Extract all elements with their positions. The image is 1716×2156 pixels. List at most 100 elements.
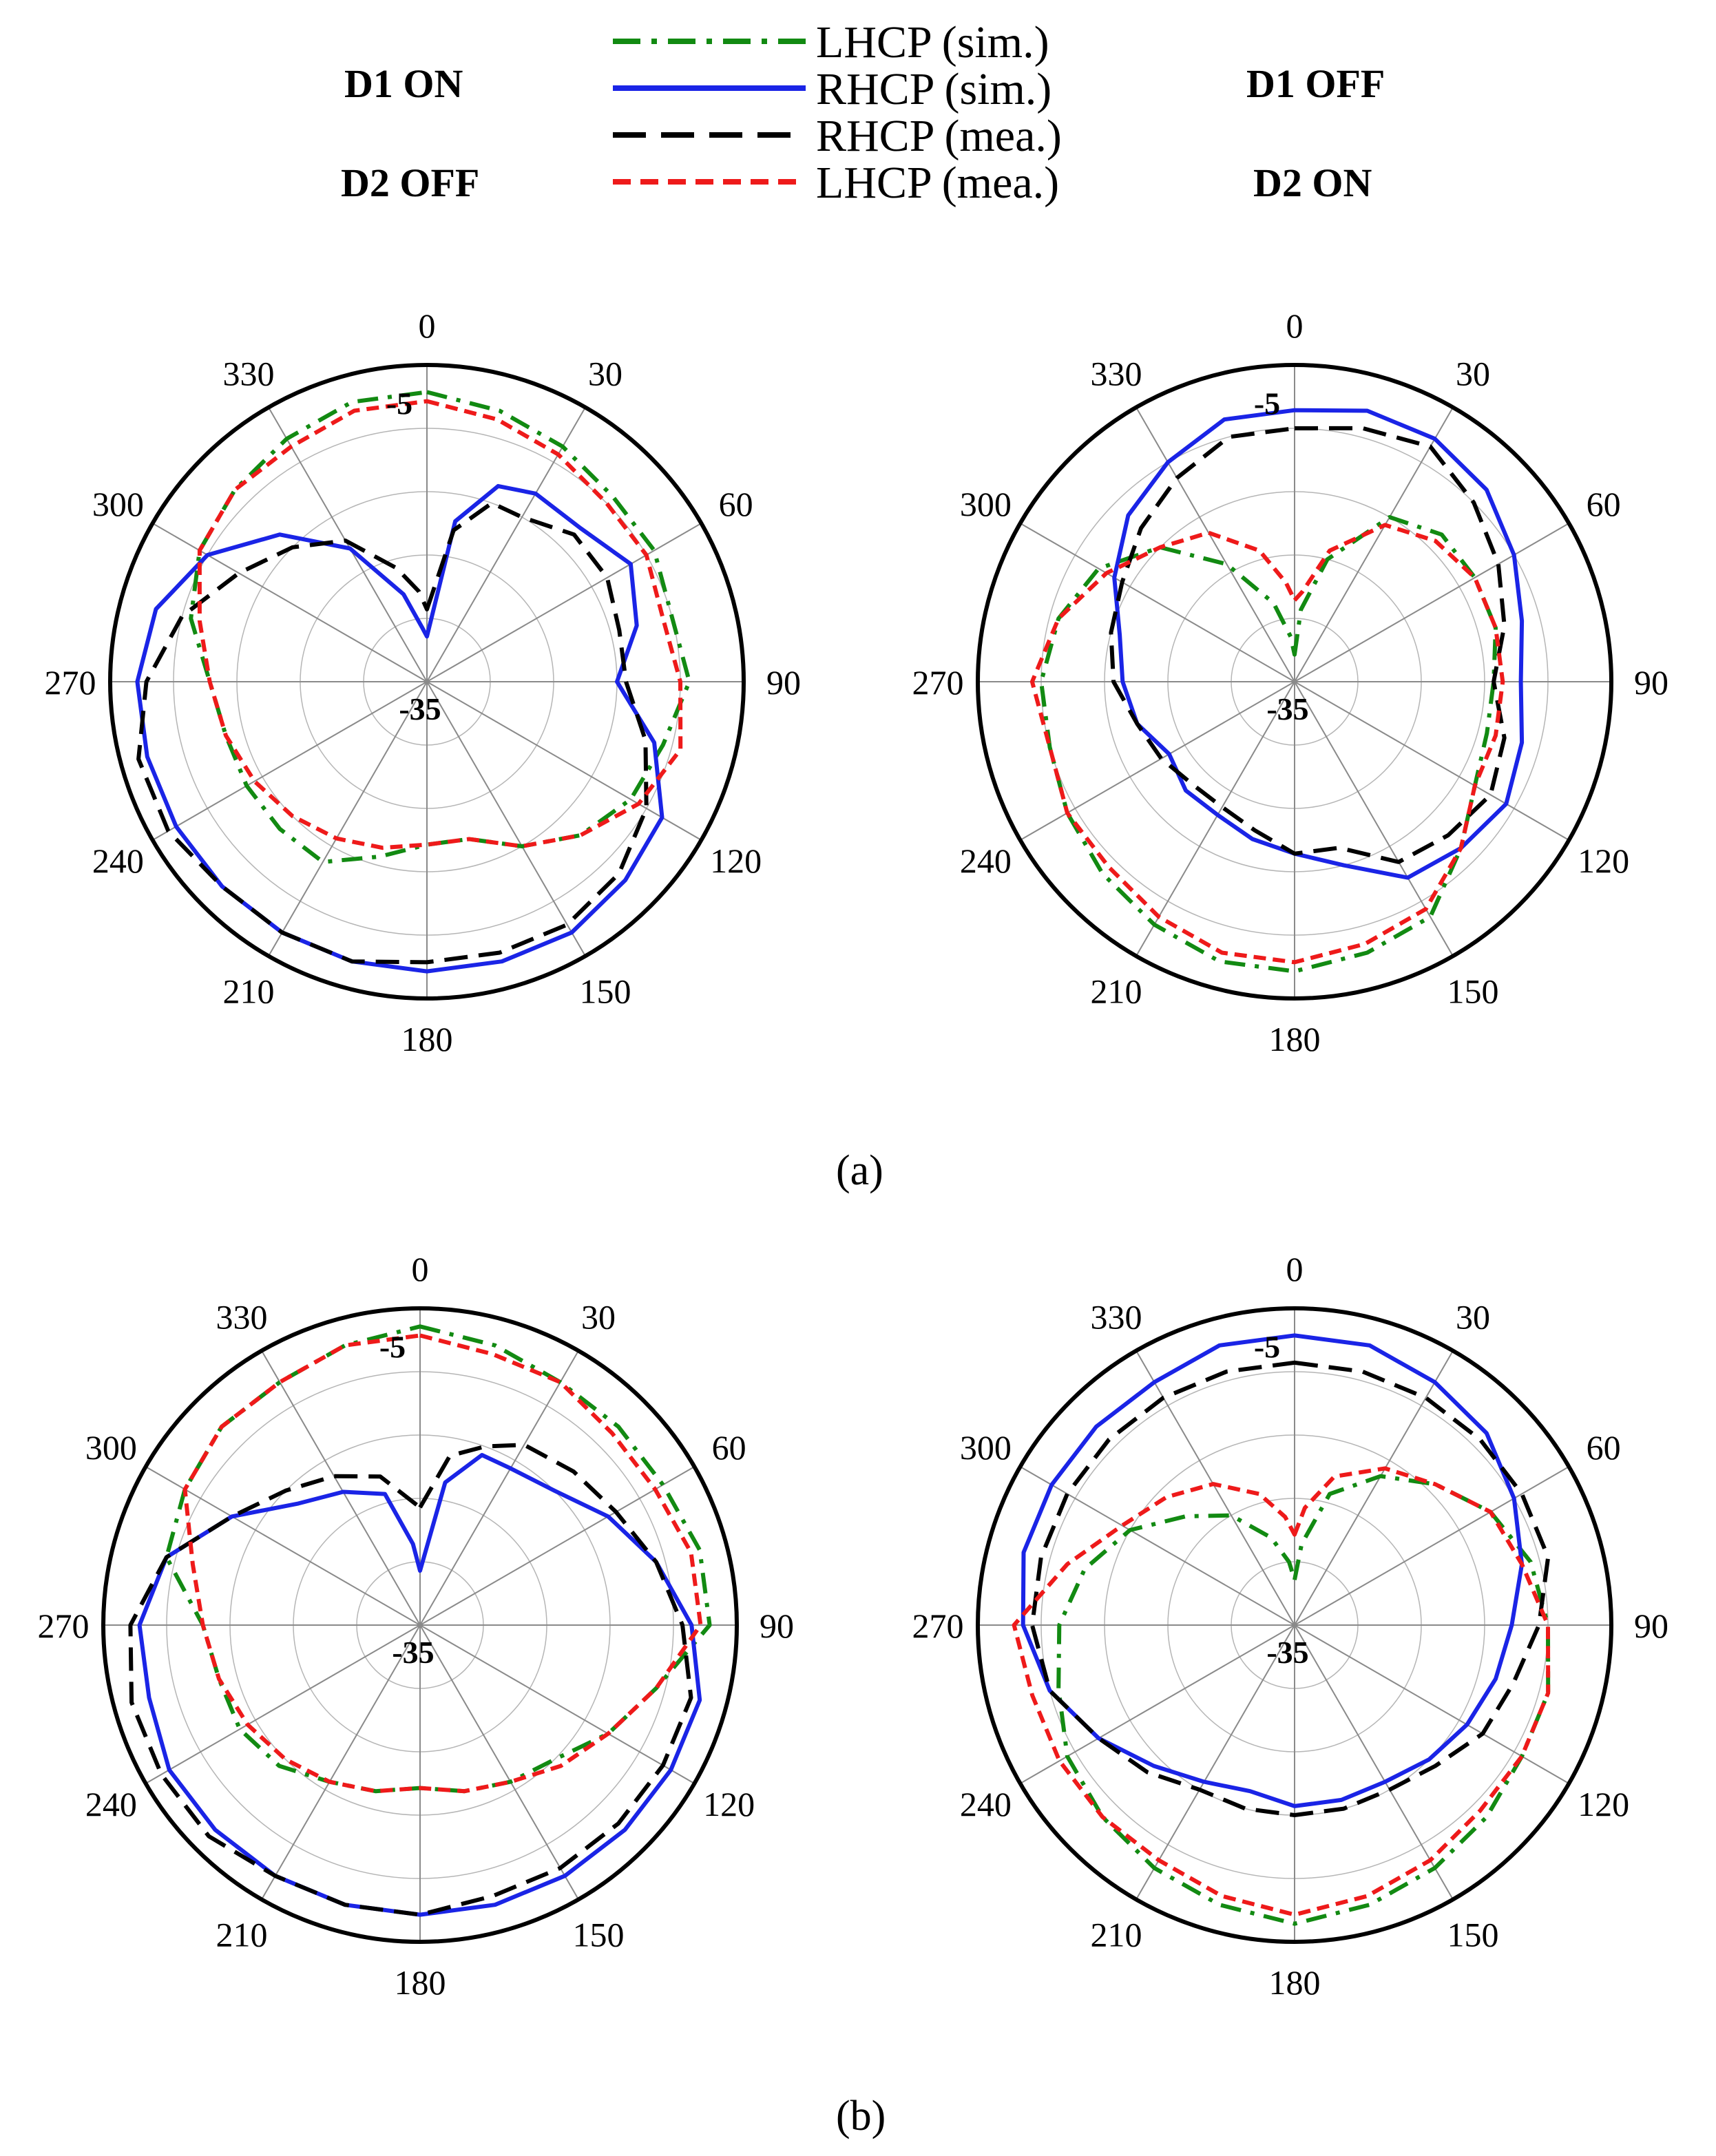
grid-spoke xyxy=(152,681,428,841)
grid-spoke xyxy=(1294,1350,1454,1626)
angle-tick-label: 150 xyxy=(1447,972,1499,1011)
right-state-line2: D2 ON xyxy=(1253,160,1372,205)
legend-label-lhcp-mea: LHCP (mea.) xyxy=(816,158,1060,208)
grid-spoke xyxy=(1020,1466,1295,1626)
series-rhcp-sim xyxy=(1021,1333,1525,1808)
angle-tick-label: 300 xyxy=(85,1428,137,1467)
series-lhcp-sim xyxy=(164,1324,712,1794)
right-state-line1: D1 OFF xyxy=(1246,61,1385,106)
series-lhcp-mea xyxy=(1029,523,1505,965)
angle-tick-label: 60 xyxy=(719,485,753,523)
grid-spoke xyxy=(426,681,702,841)
series-lhcp-mea xyxy=(182,1333,703,1794)
series-rhcp-mea xyxy=(136,501,649,965)
grid-spoke xyxy=(261,1624,421,1900)
angle-tick-label: 210 xyxy=(1091,972,1142,1011)
grid-spoke xyxy=(268,407,428,682)
grid-spoke xyxy=(261,1350,421,1626)
angle-tick-label: 240 xyxy=(85,1785,137,1823)
grid-spoke xyxy=(419,1350,579,1626)
grid-spoke xyxy=(1136,1624,1295,1900)
angle-tick-label: 30 xyxy=(581,1297,616,1336)
angle-tick-label: 120 xyxy=(1578,841,1629,880)
left-state-line2: D2 OFF xyxy=(341,160,480,205)
legend-label-rhcp-sim: RHCP (sim.) xyxy=(816,64,1052,114)
angle-tick-label: 90 xyxy=(766,663,801,702)
angle-tick-label: 210 xyxy=(223,972,275,1011)
angle-tick-label: 270 xyxy=(912,663,964,702)
grid-spoke xyxy=(268,681,428,956)
angle-tick-label: 300 xyxy=(960,1428,1012,1467)
angle-tick-label: 180 xyxy=(1269,1020,1321,1058)
grid-spoke xyxy=(145,1624,421,1784)
polar-boundary xyxy=(101,1306,739,1944)
grid-spoke xyxy=(1294,1466,1569,1626)
polar-boundary xyxy=(108,363,746,1001)
angle-tick-label: 30 xyxy=(1456,1297,1490,1336)
angle-tick-label: 60 xyxy=(1587,485,1621,523)
grid-spoke xyxy=(1294,1624,1454,1900)
series-lhcp-mea xyxy=(197,399,683,850)
angle-tick-label: 120 xyxy=(1578,1785,1629,1823)
grid-spoke xyxy=(426,681,586,956)
polar-chart-a-right: 0 30 60 90 120 150 180 210 240 270 300 330 -5 -35 xyxy=(912,306,1669,1058)
angle-tick-label: 330 xyxy=(223,354,275,393)
angle-tick-label: 210 xyxy=(216,1916,268,1954)
caption-a: (a) xyxy=(836,1147,883,1194)
grid-spoke xyxy=(426,523,702,682)
left-state-line1: D1 ON xyxy=(344,61,463,106)
angle-tick-label: 180 xyxy=(1269,1963,1321,2002)
series-rhcp-sim xyxy=(137,1453,702,1917)
angle-tick-label: 330 xyxy=(1091,354,1142,393)
grid-spoke xyxy=(419,1624,695,1784)
angle-tick-label: 210 xyxy=(1091,1916,1142,1954)
angle-tick-label: 60 xyxy=(712,1428,746,1467)
grid-spoke xyxy=(1020,523,1295,682)
angle-tick-label: 60 xyxy=(1587,1428,1621,1467)
angle-tick-label: 150 xyxy=(1447,1916,1499,1954)
grid-spoke xyxy=(419,1466,695,1626)
polar-svg: 0 30 60 90 120 150 180 210 240 270 300 330 -5 -35 xyxy=(45,306,802,1058)
radial-label-min: -35 xyxy=(399,691,441,726)
polar-boundary xyxy=(976,1306,1613,1944)
grid-spoke xyxy=(1294,681,1569,841)
angle-tick-label: 30 xyxy=(1456,354,1490,393)
angle-tick-label: 180 xyxy=(395,1963,446,2002)
radial-label-max: -5 xyxy=(1254,1329,1280,1364)
legend-label-lhcp-sim: LHCP (sim.) xyxy=(816,17,1049,67)
series-lhcp-sim xyxy=(1039,515,1498,974)
angle-tick-label: 300 xyxy=(92,485,144,523)
radial-label-min: -35 xyxy=(392,1635,434,1670)
grid-spoke xyxy=(1136,1350,1295,1626)
angle-tick-label: 120 xyxy=(710,841,762,880)
angle-tick-label: 240 xyxy=(92,841,144,880)
polar-chart-b-right: 0 30 60 90 120 150 180 210 240 270 300 330 -5 -35 xyxy=(912,1250,1669,2002)
angle-tick-label: 300 xyxy=(960,485,1012,523)
grid-spoke xyxy=(1294,681,1454,956)
angle-tick-label: 240 xyxy=(960,1785,1012,1823)
angle-tick-label: 90 xyxy=(760,1606,794,1645)
angle-tick-label: 270 xyxy=(912,1606,964,1645)
series-rhcp-mea xyxy=(1109,426,1507,864)
series-lhcp-mea xyxy=(1012,1466,1551,1917)
angle-tick-label: 90 xyxy=(1634,663,1668,702)
legend-swatches xyxy=(613,39,806,185)
angle-tick-label: 180 xyxy=(401,1020,453,1058)
grid-spoke xyxy=(145,1466,421,1626)
radial-label-max: -5 xyxy=(1254,386,1280,421)
angle-tick-label: 270 xyxy=(38,1606,90,1645)
angle-tick-label: 330 xyxy=(216,1297,268,1336)
angle-tick-label: 0 xyxy=(1286,1250,1304,1288)
radial-label-min: -35 xyxy=(1266,691,1308,726)
radial-label-max: -5 xyxy=(379,1329,406,1364)
series-rhcp-sim xyxy=(1112,408,1525,880)
angle-tick-label: 90 xyxy=(1634,1606,1668,1645)
series-lhcp-sim xyxy=(1056,1474,1551,1926)
radial-label-min: -35 xyxy=(1266,1635,1308,1670)
series-rhcp-mea xyxy=(1029,1360,1551,1817)
grid-spoke xyxy=(1294,523,1569,682)
angle-tick-label: 270 xyxy=(45,663,96,702)
caption-b: (b) xyxy=(836,2093,886,2139)
legend-label-rhcp-mea: RHCP (mea.) xyxy=(816,111,1062,161)
polar-svg: 0 30 60 90 120 150 180 210 240 270 300 330 -5 -35 xyxy=(912,306,1669,1058)
